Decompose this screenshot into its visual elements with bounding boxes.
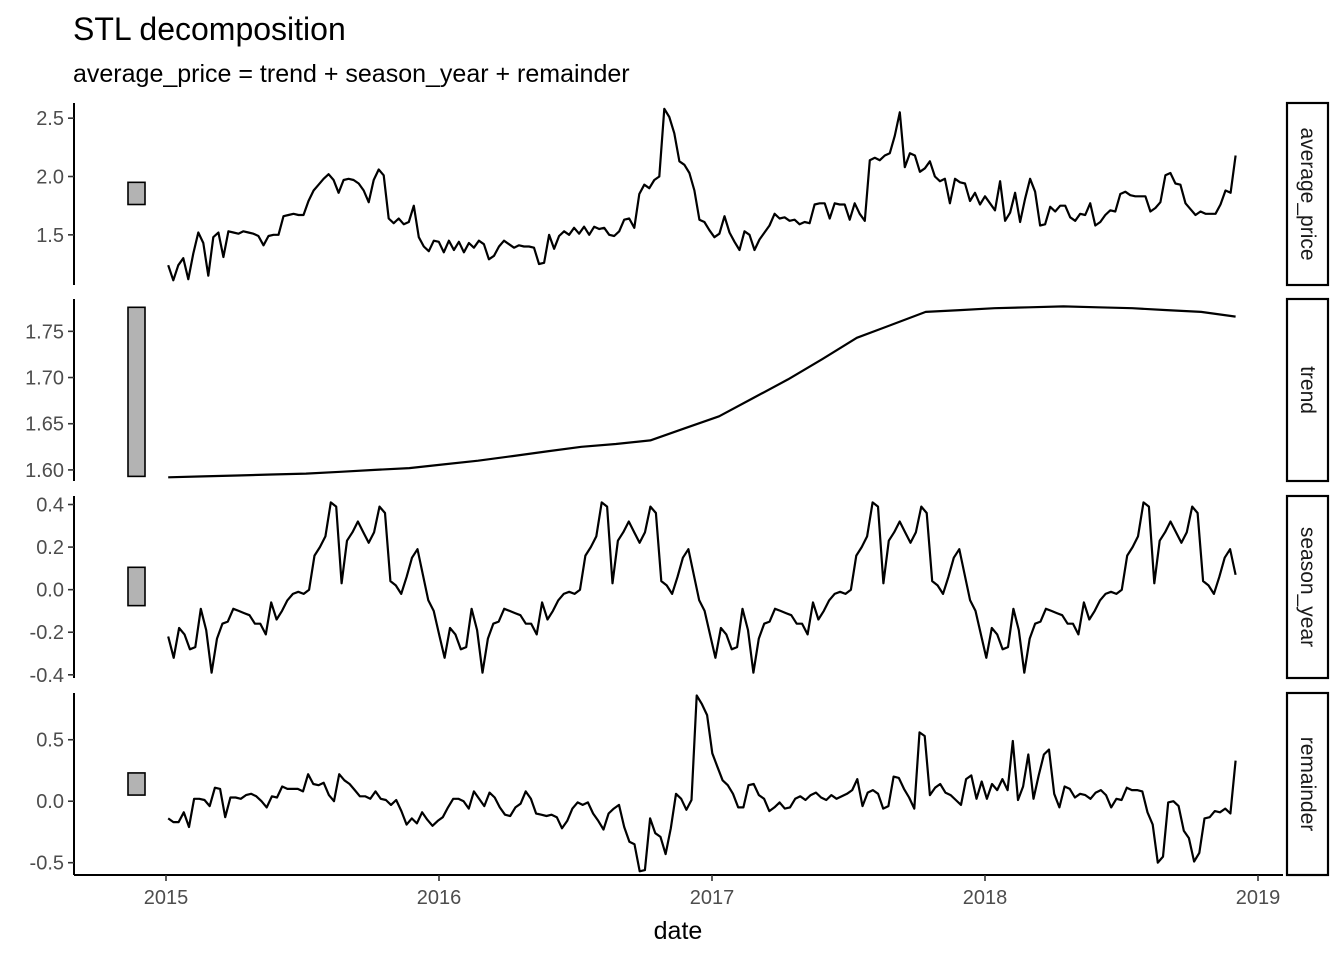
strip-season_year: [1285, 494, 1330, 680]
y-tick-label-average_price: 2.0: [36, 167, 64, 189]
y-tick-label-trend: 1.75: [25, 321, 64, 343]
series-line-remainder: [167, 694, 1237, 873]
x-tick-label: 2019: [1236, 887, 1281, 909]
y-tick-label-trend: 1.65: [25, 414, 64, 436]
y-tick-label-season_year: 0.0: [36, 580, 64, 602]
y-tick-label-season_year: -0.4: [30, 665, 64, 687]
chart-subtitle: average_price = trend + season_year + re…: [73, 60, 630, 88]
y-tick-label-average_price: 2.5: [36, 108, 64, 130]
chart-title: STL decomposition: [73, 11, 346, 47]
y-tick-label-trend: 1.60: [25, 460, 64, 482]
series-line-trend: [168, 305, 1236, 479]
panel-average_price: 1.5 2.0 2.5 average_price: [36, 101, 1330, 287]
scale-bar-remainder: [127, 772, 146, 796]
x-tick-label: 2017: [690, 887, 735, 909]
y-tick-label-remainder: -0.5: [30, 853, 64, 875]
strip-label-remainder: remainder: [1296, 737, 1319, 832]
y-tick-label-season_year: 0.2: [36, 537, 64, 559]
facet-panels: 1.5 2.0 2.5 average_price 1.60 1.65 1.70 1.75 tr…: [25, 101, 1330, 877]
x-axis-title: date: [654, 917, 703, 945]
x-axis: 2015 2016 2017 2018 2019: [74, 874, 1283, 909]
panel-season_year: -0.4 -0.2 0.0 0.2 0.4 season_year: [30, 494, 1330, 687]
panel-trend: 1.60 1.65 1.70 1.75 trend: [25, 297, 1330, 483]
x-tick-label: 2015: [144, 887, 189, 909]
strip-label-trend: trend: [1296, 366, 1319, 414]
strip-remainder: [1285, 691, 1330, 877]
y-tick-label-average_price: 1.5: [36, 225, 64, 247]
y-tick-label-season_year: -0.2: [30, 622, 64, 644]
series-line-average_price: [167, 107, 1237, 282]
strip-label-average_price: average_price: [1296, 127, 1319, 260]
x-tick-label: 2018: [963, 887, 1008, 909]
strip-average_price: [1285, 101, 1330, 287]
scale-bar-trend: [127, 306, 146, 478]
strip-trend: [1285, 297, 1330, 483]
x-tick-label: 2016: [417, 887, 462, 909]
scale-bar-average_price: [127, 181, 146, 206]
series-line-season_year: [167, 501, 1237, 674]
y-tick-label-remainder: 0.0: [36, 791, 64, 813]
strip-label-season_year: season_year: [1296, 527, 1319, 647]
panel-remainder: -0.5 0.0 0.5 remainder: [30, 691, 1330, 877]
y-tick-label-remainder: 0.5: [36, 730, 64, 752]
scale-bar-season_year: [127, 566, 146, 607]
y-tick-label-trend: 1.70: [25, 368, 64, 390]
y-tick-label-season_year: 0.4: [36, 495, 64, 517]
